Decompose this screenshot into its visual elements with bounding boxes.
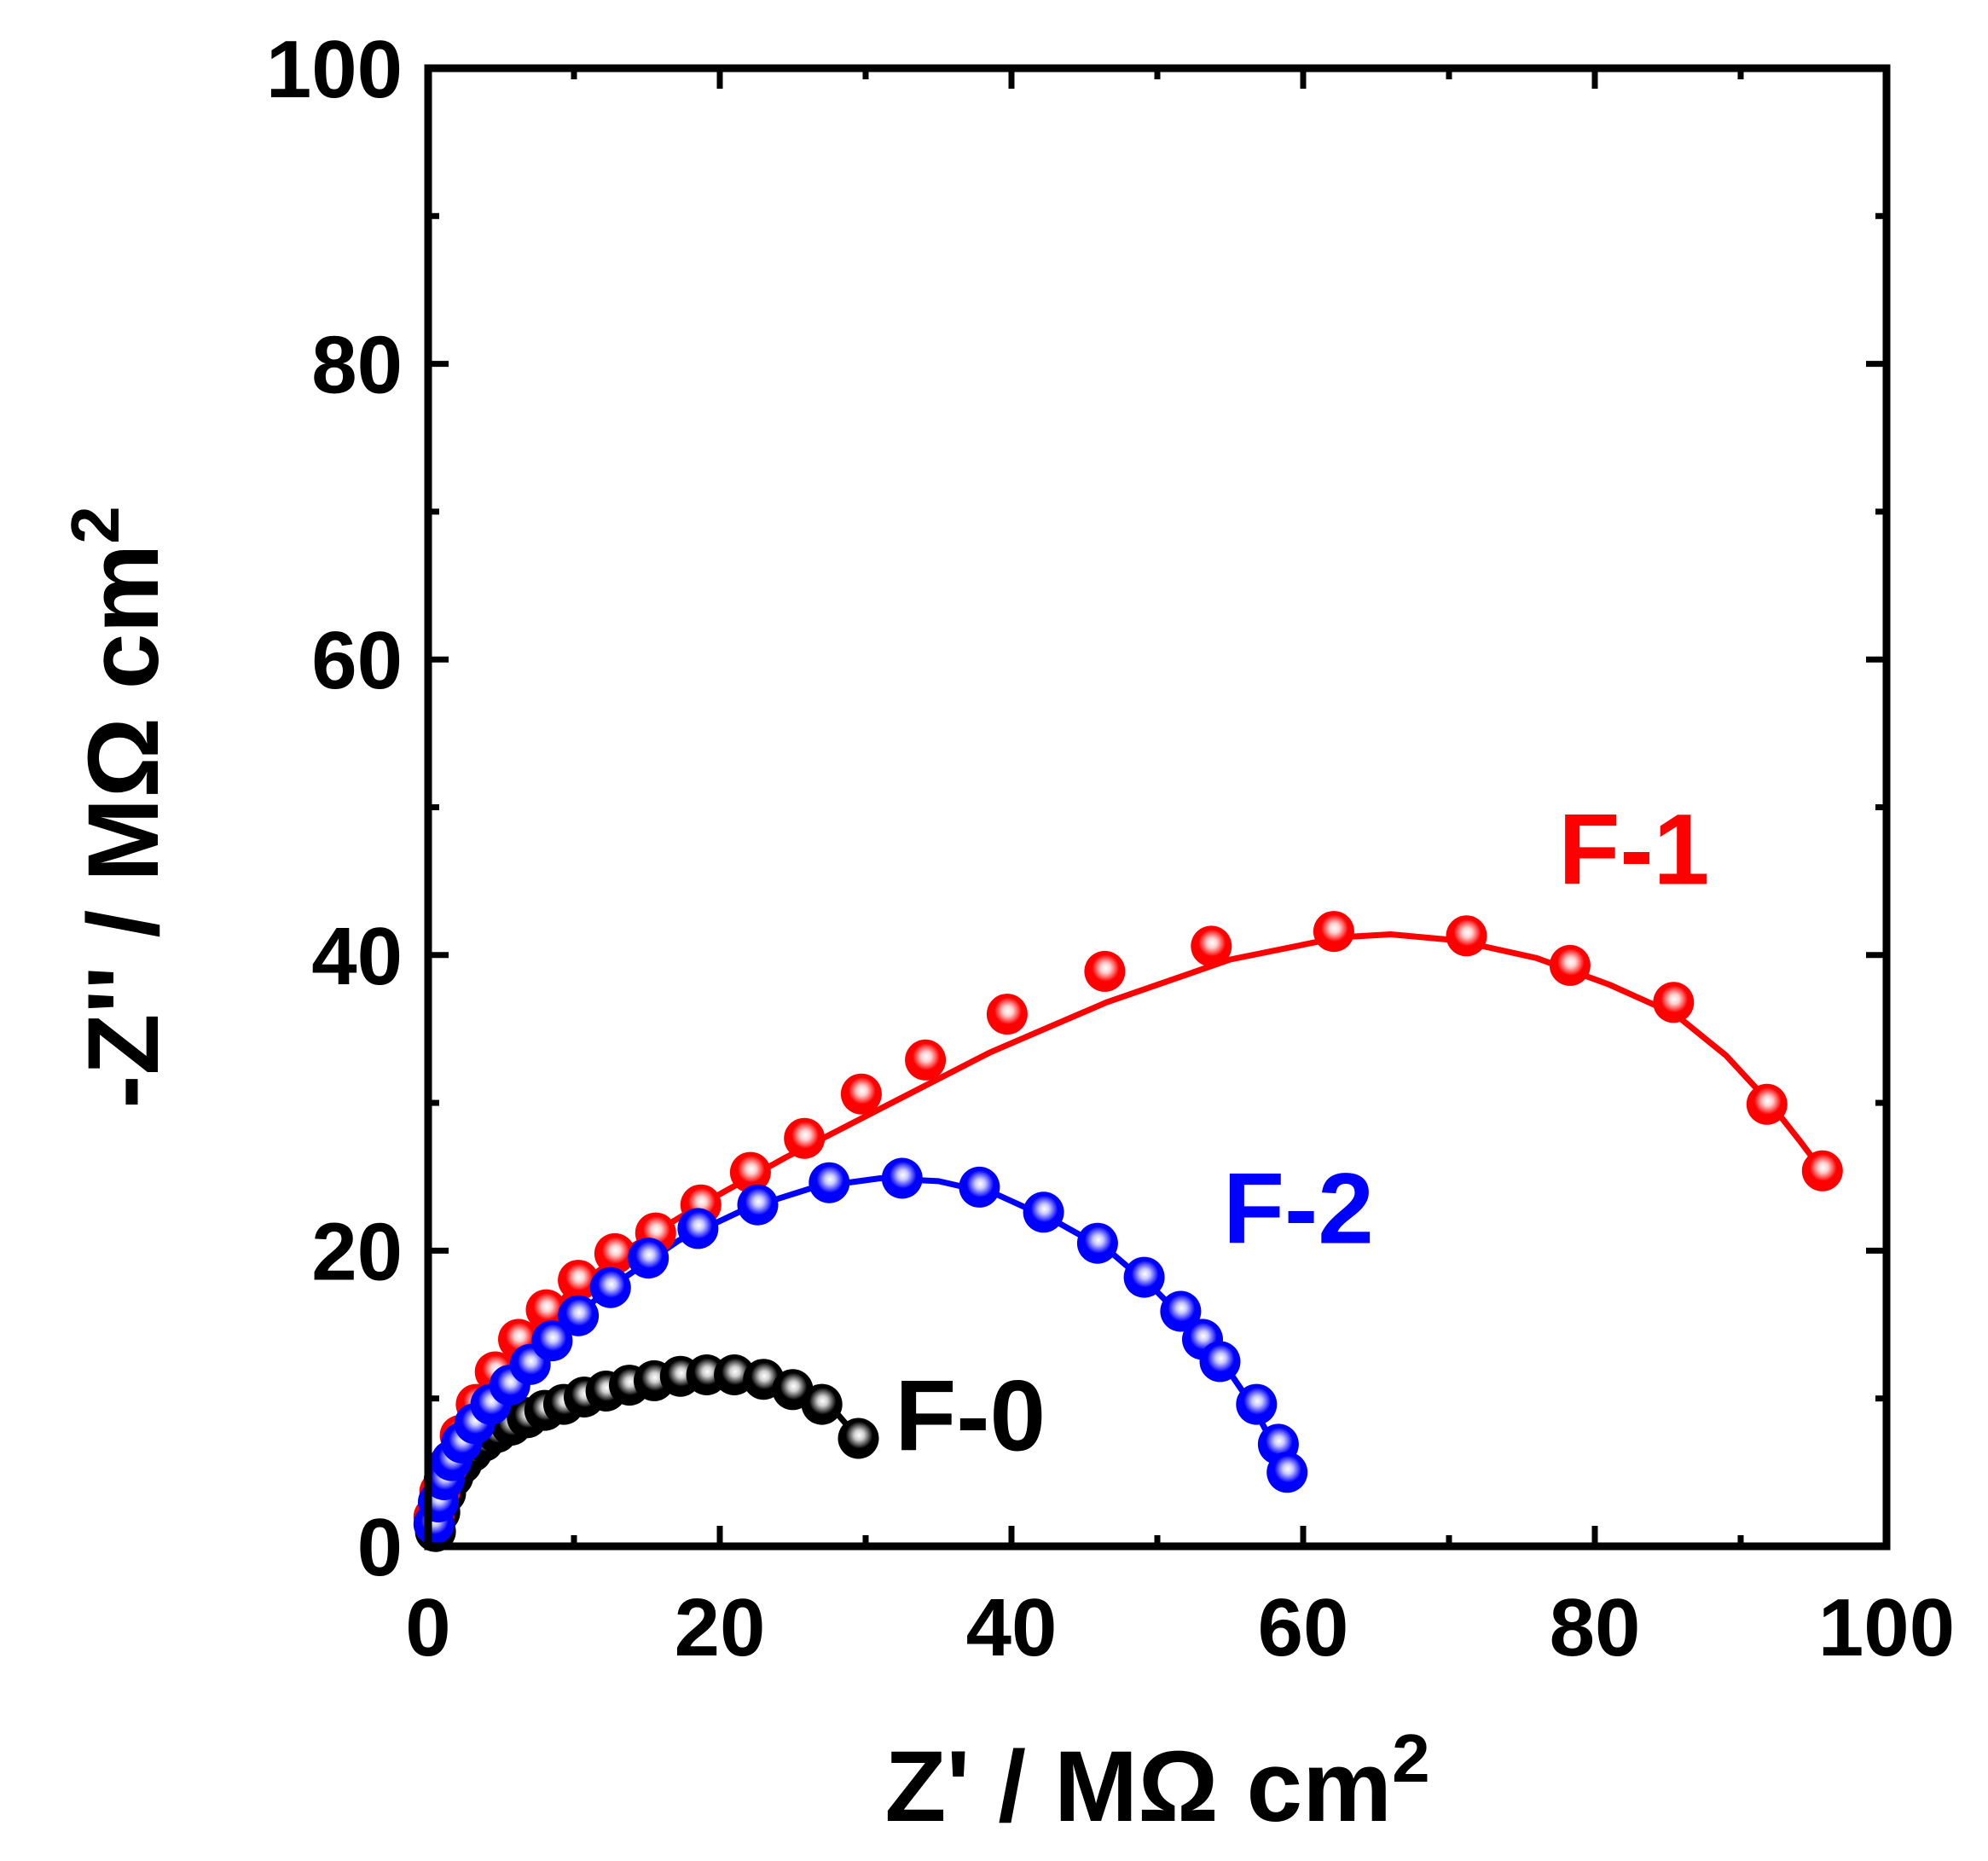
data-point-f-2 bbox=[589, 1267, 631, 1308]
y-tick-label: 20 bbox=[311, 1206, 403, 1297]
axis-ticks bbox=[425, 65, 1890, 1550]
data-point-f-1 bbox=[1313, 911, 1354, 953]
x-tick-label: 60 bbox=[1258, 1582, 1349, 1673]
x-tick-label: 20 bbox=[675, 1582, 766, 1673]
data-point-f-2 bbox=[809, 1162, 850, 1203]
y-tick-label: 40 bbox=[311, 911, 403, 1002]
x-tick-label: 80 bbox=[1550, 1582, 1641, 1673]
data-point-f-2 bbox=[881, 1157, 923, 1199]
data-point-f-1 bbox=[905, 1039, 947, 1081]
y-axis-title-text: -Z'' / MΩ cm bbox=[67, 544, 180, 1109]
y-tick-label: 80 bbox=[311, 320, 403, 411]
x-axis-title-superscript: 2 bbox=[1392, 1720, 1430, 1796]
x-tick-label: 40 bbox=[966, 1582, 1058, 1673]
data-point-f-2 bbox=[628, 1238, 669, 1279]
data-point-f-1 bbox=[784, 1117, 826, 1159]
data-point-f-1 bbox=[1653, 982, 1695, 1023]
series-f-2 bbox=[413, 1157, 1308, 1545]
data-point-f-2 bbox=[1236, 1383, 1278, 1425]
data-point-f-0 bbox=[801, 1383, 843, 1425]
data-point-f-1 bbox=[986, 994, 1028, 1035]
data-point-f-1 bbox=[840, 1073, 882, 1115]
data-point-f-1 bbox=[1746, 1083, 1788, 1125]
data-point-f-1 bbox=[525, 1289, 567, 1331]
data-point-f-1 bbox=[594, 1232, 635, 1274]
data-point-f-1 bbox=[1801, 1150, 1843, 1191]
y-tick-label: 0 bbox=[357, 1502, 403, 1593]
data-point-f-1 bbox=[1446, 915, 1487, 957]
data-point-f-1 bbox=[1191, 925, 1232, 967]
data-point-f-1 bbox=[1549, 944, 1591, 986]
x-tick-label: 0 bbox=[405, 1582, 450, 1673]
data-point-f-1 bbox=[1084, 950, 1126, 992]
data-markers bbox=[413, 911, 1843, 1552]
data-point-f-2 bbox=[959, 1166, 1000, 1208]
x-axis-title-text: Z' / MΩ cm bbox=[884, 1731, 1392, 1843]
data-point-f-2 bbox=[677, 1208, 719, 1249]
data-point-f-2 bbox=[531, 1320, 573, 1362]
y-tick-label: 100 bbox=[266, 24, 403, 115]
data-point-f-2 bbox=[1123, 1256, 1165, 1298]
tick-labels: 0 20 40 60 80 100 0 20 40 60 80 100 bbox=[266, 24, 1955, 1673]
series-label-f-2: F-2 bbox=[1223, 1153, 1374, 1266]
data-point-f-1 bbox=[558, 1260, 600, 1302]
data-point-f-0 bbox=[838, 1417, 879, 1459]
data-point-f-1 bbox=[729, 1151, 771, 1193]
x-tick-label: 100 bbox=[1818, 1582, 1955, 1673]
series-label-f-0: F-0 bbox=[895, 1360, 1046, 1472]
data-point-f-2 bbox=[1076, 1222, 1118, 1264]
series-labels: F-1 F-2 F-0 bbox=[895, 794, 1709, 1473]
data-point-f-2 bbox=[1199, 1341, 1241, 1383]
y-axis-title-superscript: 2 bbox=[57, 506, 133, 544]
data-point-f-2 bbox=[1160, 1290, 1202, 1332]
x-axis-title: Z' / MΩ cm2 bbox=[884, 1720, 1429, 1843]
series-label-f-1: F-1 bbox=[1558, 794, 1709, 907]
data-point-f-2 bbox=[1266, 1452, 1308, 1493]
data-point-f-2 bbox=[558, 1295, 600, 1336]
data-point-f-2 bbox=[737, 1184, 779, 1226]
y-axis-title: -Z'' / MΩ cm2 bbox=[57, 506, 180, 1109]
data-point-f-2 bbox=[1023, 1191, 1064, 1233]
y-tick-label: 60 bbox=[311, 615, 403, 706]
